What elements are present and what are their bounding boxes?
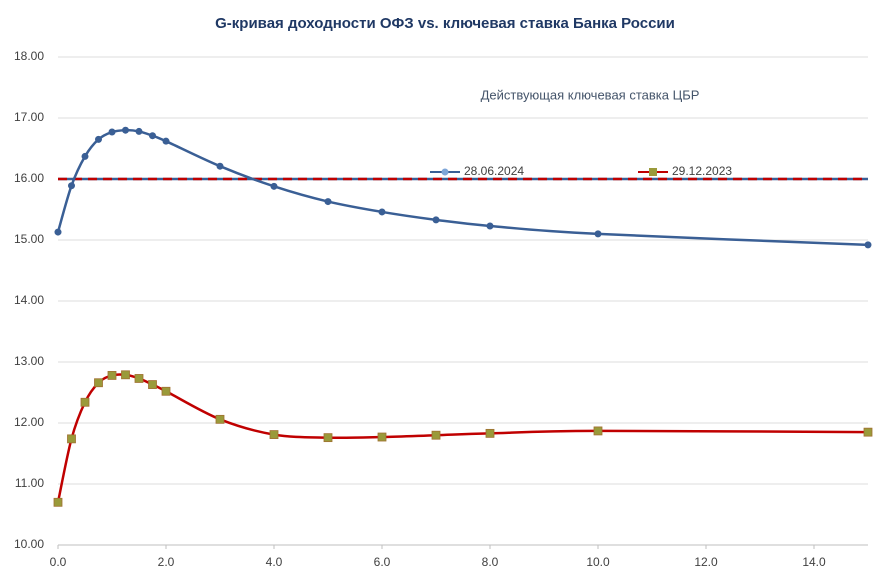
x-tick-label: 6.0 xyxy=(374,555,391,569)
marker xyxy=(593,426,603,436)
marker xyxy=(270,182,278,190)
marker xyxy=(324,198,332,206)
marker xyxy=(162,137,170,145)
marker xyxy=(135,127,143,135)
marker xyxy=(94,378,103,388)
y-tick-label: 16.00 xyxy=(14,171,44,185)
chart-title: G-кривая доходности ОФЗ vs. ключевая ста… xyxy=(215,15,675,32)
marker xyxy=(863,427,873,437)
marker xyxy=(216,162,224,170)
x-tick-label: 12.0 xyxy=(694,555,718,569)
marker xyxy=(323,433,333,443)
legend-label: 29.12.2023 xyxy=(672,164,732,178)
y-tick-label: 18.00 xyxy=(14,49,44,63)
legend-marker xyxy=(649,168,657,176)
annotation: Действующая ключевая ставка ЦБР xyxy=(481,87,700,102)
marker xyxy=(377,432,387,442)
marker xyxy=(378,208,386,216)
marker xyxy=(269,430,279,439)
marker xyxy=(81,152,89,160)
series-line xyxy=(56,128,869,247)
marker xyxy=(67,434,76,444)
marker xyxy=(864,241,872,249)
marker xyxy=(148,380,157,389)
y-tick-label: 17.00 xyxy=(14,110,44,124)
marker xyxy=(80,397,90,407)
marker xyxy=(431,430,441,440)
marker xyxy=(68,182,75,190)
marker xyxy=(95,135,102,143)
marker xyxy=(121,370,130,380)
marker xyxy=(215,414,225,424)
x-tick-label: 10.0 xyxy=(586,555,610,569)
y-tick-label: 15.00 xyxy=(14,232,44,246)
y-tick-label: 10.00 xyxy=(14,537,44,551)
marker xyxy=(108,128,116,136)
marker xyxy=(53,497,63,507)
marker xyxy=(161,386,171,396)
marker xyxy=(134,374,144,383)
x-tick-label: 0.0 xyxy=(50,555,67,569)
x-tick-label: 8.0 xyxy=(482,555,499,569)
x-tick-label: 4.0 xyxy=(266,555,283,569)
marker xyxy=(486,222,494,230)
marker xyxy=(54,228,62,236)
x-tick-label: 2.0 xyxy=(158,555,175,569)
marker xyxy=(149,132,156,140)
marker xyxy=(594,230,602,238)
y-tick-label: 11.00 xyxy=(15,476,44,490)
marker xyxy=(122,126,129,134)
legend-label: 28.06.2024 xyxy=(464,164,524,178)
x-tick-label: 14.0 xyxy=(802,555,826,569)
marker xyxy=(432,216,440,224)
series-line xyxy=(56,373,869,503)
marker xyxy=(485,428,495,438)
y-tick-label: 14.00 xyxy=(14,293,44,307)
y-tick-label: 12.00 xyxy=(14,415,44,429)
legend-marker xyxy=(441,168,449,176)
y-tick-label: 13.00 xyxy=(14,354,44,368)
marker xyxy=(107,371,117,380)
